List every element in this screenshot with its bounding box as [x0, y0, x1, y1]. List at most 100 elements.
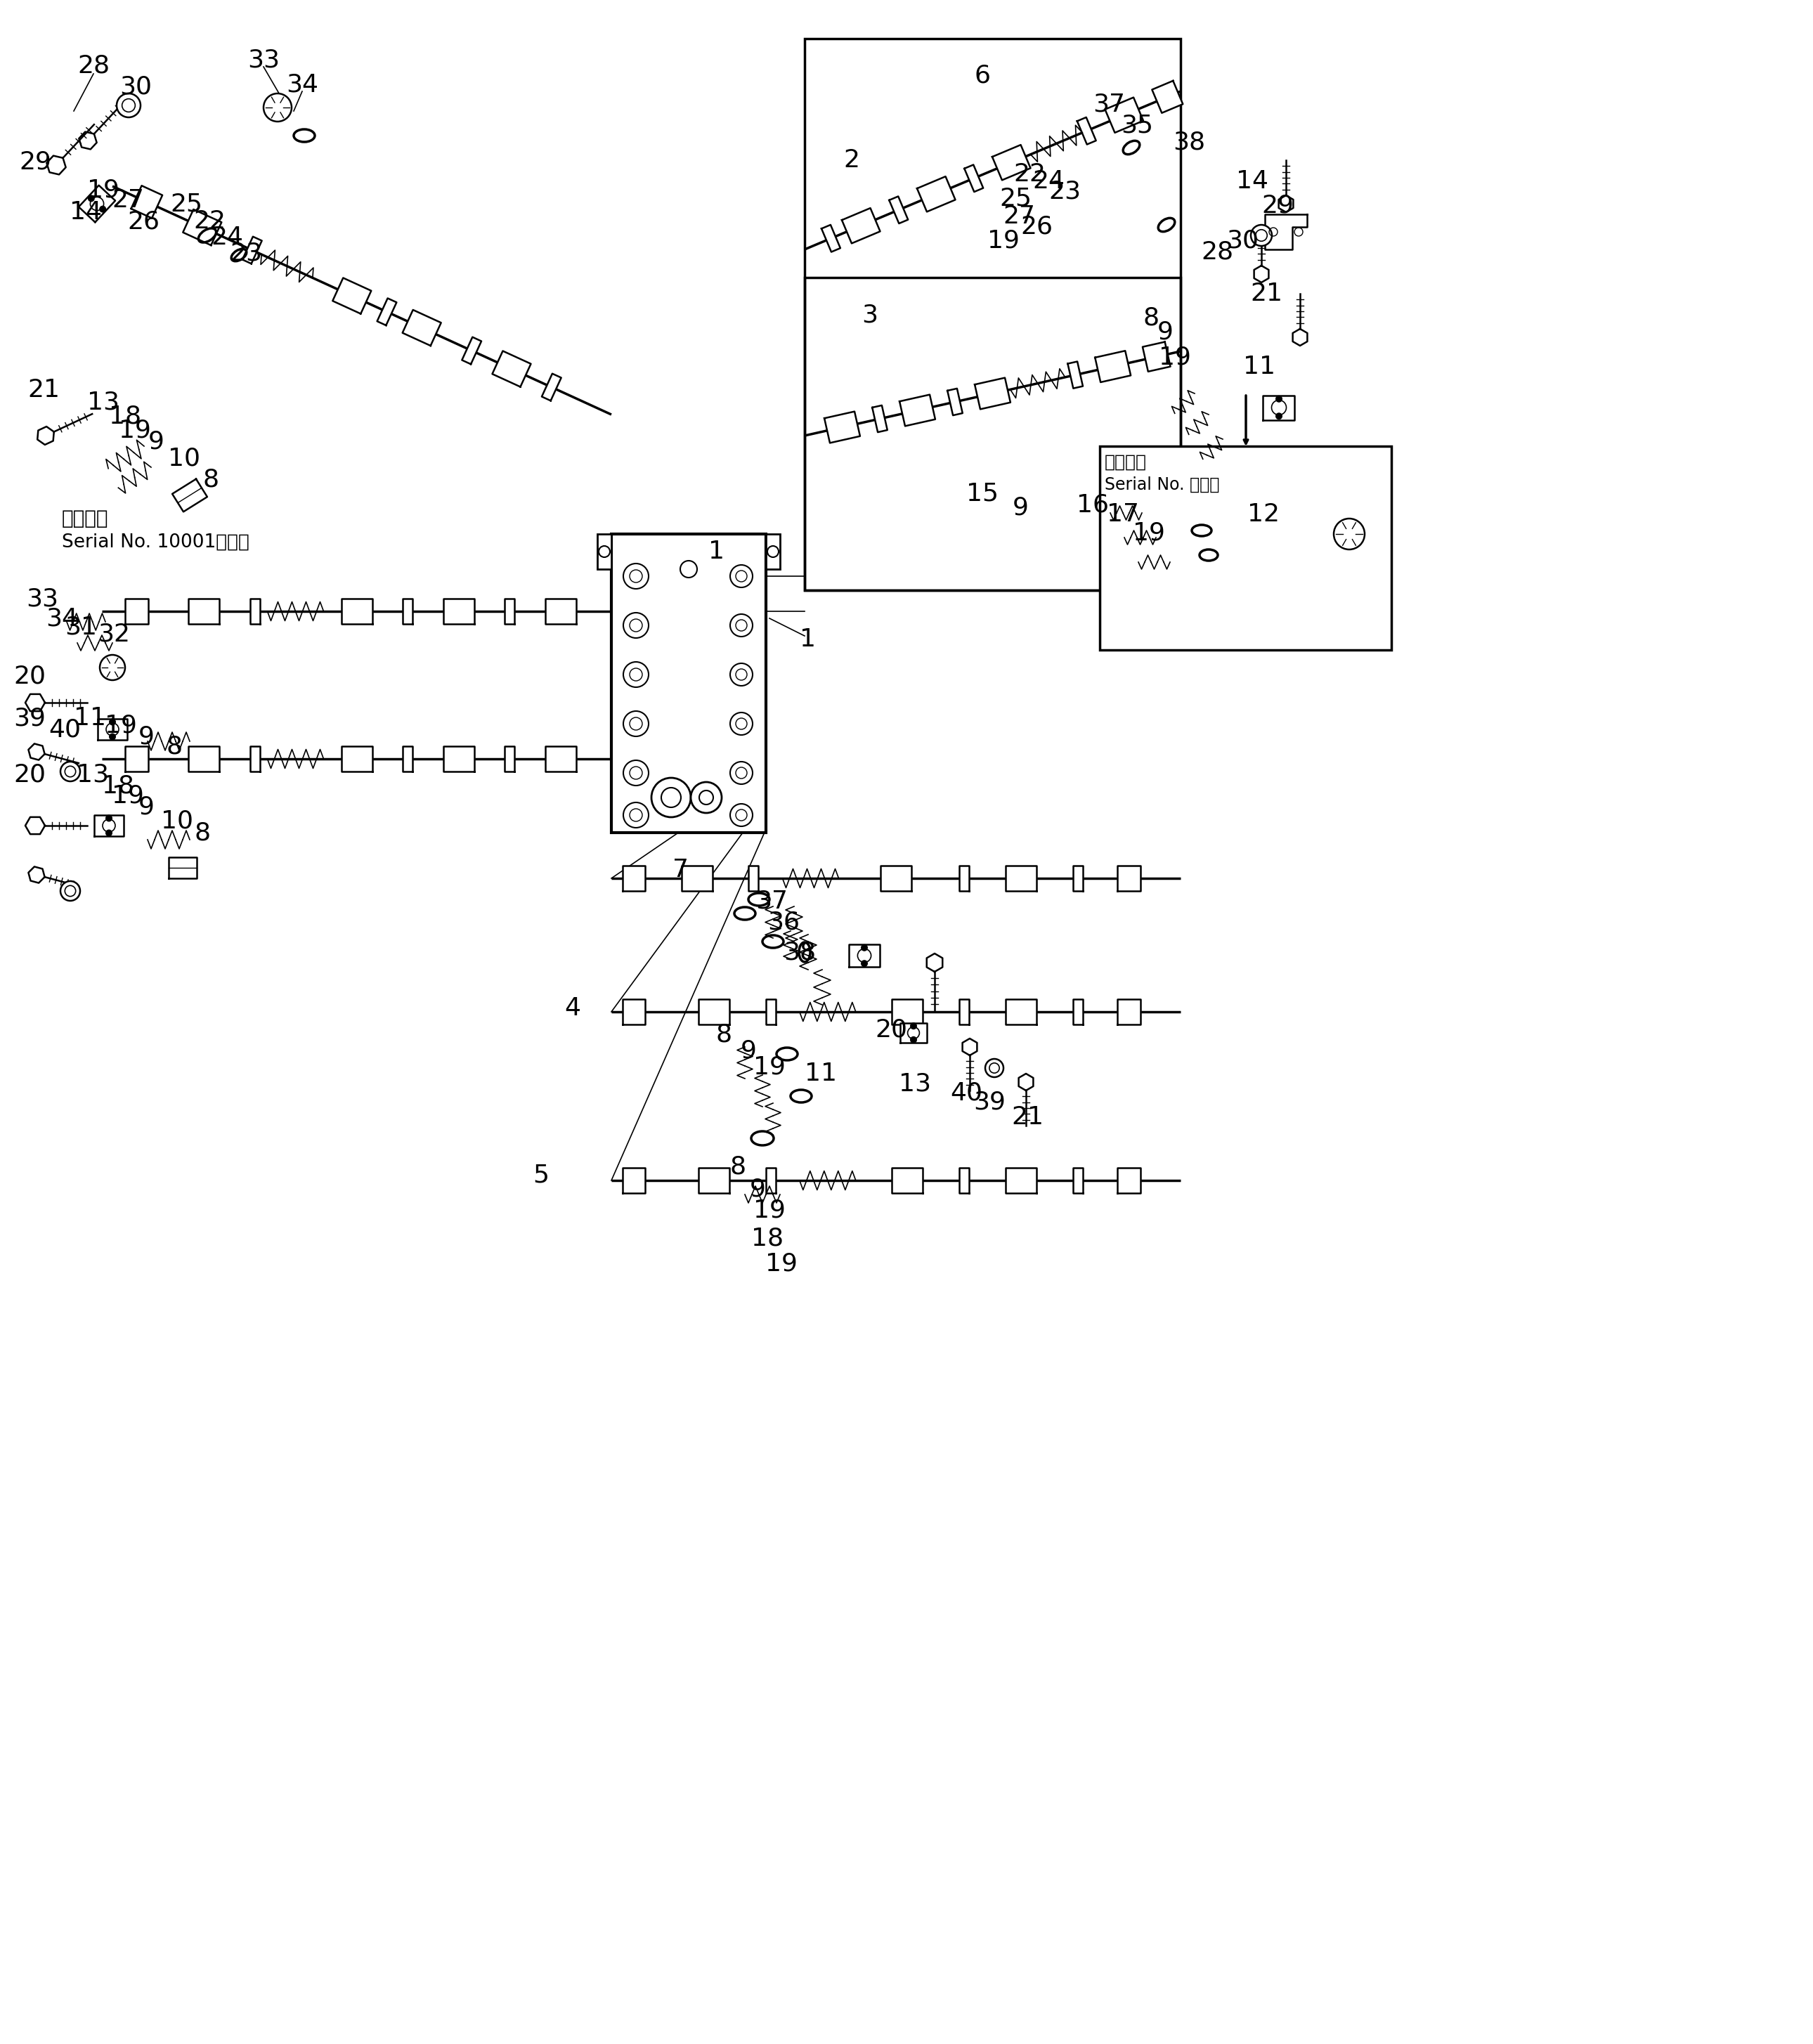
- Circle shape: [624, 613, 649, 638]
- Polygon shape: [963, 1038, 977, 1055]
- Text: 28: 28: [1200, 239, 1233, 264]
- Circle shape: [60, 881, 80, 901]
- Polygon shape: [189, 599, 219, 623]
- Circle shape: [1334, 519, 1365, 550]
- Polygon shape: [622, 1000, 645, 1024]
- Text: 25: 25: [170, 192, 203, 217]
- Bar: [765, 533, 780, 568]
- Text: 38: 38: [1173, 131, 1206, 153]
- Polygon shape: [183, 208, 221, 245]
- Circle shape: [731, 713, 752, 736]
- Polygon shape: [825, 411, 859, 444]
- Text: 15: 15: [966, 480, 999, 505]
- Bar: [805, 278, 1180, 591]
- Polygon shape: [765, 1167, 776, 1194]
- Polygon shape: [959, 1167, 970, 1194]
- Circle shape: [731, 803, 752, 826]
- Circle shape: [624, 760, 649, 785]
- Circle shape: [624, 662, 649, 687]
- Text: 24: 24: [1032, 170, 1064, 194]
- Text: 19: 19: [1159, 345, 1191, 368]
- Polygon shape: [189, 746, 219, 771]
- Circle shape: [109, 717, 116, 726]
- Text: 14: 14: [69, 200, 102, 225]
- Text: 8: 8: [194, 822, 210, 844]
- Polygon shape: [38, 427, 54, 446]
- Text: 4: 4: [564, 995, 580, 1020]
- Circle shape: [651, 779, 691, 818]
- Polygon shape: [172, 478, 207, 511]
- Text: 8: 8: [729, 1155, 745, 1177]
- Text: 8: 8: [1142, 307, 1159, 329]
- Circle shape: [624, 803, 649, 828]
- Text: 19: 19: [87, 178, 120, 202]
- Circle shape: [910, 1022, 917, 1030]
- Circle shape: [731, 762, 752, 785]
- Polygon shape: [899, 394, 936, 425]
- Polygon shape: [1006, 1167, 1037, 1194]
- Polygon shape: [250, 599, 259, 623]
- Polygon shape: [765, 1000, 776, 1024]
- Text: 3: 3: [861, 303, 877, 327]
- Text: 19: 19: [988, 229, 1019, 251]
- Text: 39: 39: [974, 1089, 1006, 1114]
- Text: 5: 5: [533, 1163, 549, 1188]
- Polygon shape: [78, 186, 116, 223]
- Text: 33: 33: [25, 587, 58, 611]
- Text: 29: 29: [1262, 194, 1294, 217]
- Text: 21: 21: [1251, 282, 1282, 307]
- Circle shape: [1251, 225, 1273, 245]
- Text: 37: 37: [756, 889, 787, 914]
- Polygon shape: [402, 746, 413, 771]
- Text: 10: 10: [161, 809, 194, 832]
- Text: 38: 38: [783, 940, 816, 965]
- Text: 11: 11: [74, 705, 107, 730]
- Text: 13: 13: [87, 390, 120, 413]
- Polygon shape: [917, 176, 955, 213]
- Circle shape: [1275, 394, 1282, 403]
- Text: 40: 40: [950, 1081, 983, 1104]
- Circle shape: [100, 206, 107, 213]
- Polygon shape: [926, 953, 943, 971]
- Bar: [596, 533, 611, 568]
- Text: 21: 21: [27, 378, 60, 403]
- Text: 23: 23: [230, 241, 263, 266]
- Text: 14: 14: [1236, 170, 1269, 194]
- Polygon shape: [341, 599, 372, 623]
- Polygon shape: [872, 405, 887, 431]
- Polygon shape: [1104, 98, 1144, 133]
- Polygon shape: [1095, 352, 1131, 382]
- Text: 8: 8: [716, 1022, 732, 1047]
- Circle shape: [624, 564, 649, 589]
- Polygon shape: [622, 1167, 645, 1194]
- Text: 7: 7: [673, 858, 689, 881]
- Polygon shape: [1073, 867, 1082, 891]
- Text: 25: 25: [999, 186, 1032, 211]
- Text: 2: 2: [843, 149, 859, 172]
- Polygon shape: [821, 225, 841, 251]
- Text: 6: 6: [974, 63, 990, 88]
- Polygon shape: [1073, 1167, 1082, 1194]
- Text: 24: 24: [210, 225, 243, 249]
- Text: 9: 9: [1012, 495, 1028, 519]
- Polygon shape: [125, 746, 149, 771]
- Polygon shape: [402, 599, 413, 623]
- Polygon shape: [25, 695, 45, 711]
- Polygon shape: [965, 166, 983, 192]
- Text: 9: 9: [749, 1177, 765, 1200]
- Text: 31: 31: [65, 615, 96, 638]
- Polygon shape: [1265, 215, 1307, 249]
- Text: 9: 9: [1157, 319, 1173, 343]
- Polygon shape: [332, 278, 372, 313]
- Text: 13: 13: [899, 1071, 932, 1096]
- Text: 11: 11: [805, 1061, 838, 1085]
- Text: 20: 20: [13, 664, 45, 689]
- Polygon shape: [29, 867, 45, 883]
- Text: 36: 36: [767, 910, 800, 934]
- Text: 22: 22: [1013, 161, 1046, 186]
- Circle shape: [861, 961, 868, 967]
- Polygon shape: [948, 388, 963, 415]
- Text: 19: 19: [754, 1198, 785, 1222]
- Polygon shape: [402, 311, 441, 345]
- Circle shape: [861, 944, 868, 950]
